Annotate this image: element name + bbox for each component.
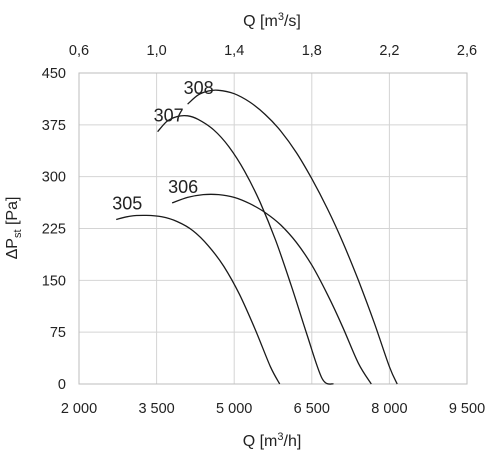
series-305-label: 305 xyxy=(112,194,142,214)
top-axis-title: Q [m3/s] xyxy=(243,11,301,30)
y-tick-label: 75 xyxy=(50,325,66,341)
y-tick-label: 450 xyxy=(42,66,66,82)
tick-layer: 0 75 150 225 300 375 450 2 000 3 500 5 000 6 500 8 … xyxy=(42,43,485,417)
x-top-tick-label: 1,0 xyxy=(147,43,167,59)
series-305-curve xyxy=(116,214,281,385)
x-top-tick-label: 0,6 xyxy=(69,43,89,59)
series-307-curve xyxy=(157,114,334,385)
x-bottom-tick-label: 5 000 xyxy=(216,401,252,417)
y-axis-title: ΔPst [Pa] xyxy=(4,197,24,260)
y-tick-label: 225 xyxy=(42,222,66,238)
series-306-curve xyxy=(171,193,372,385)
series-307-label: 307 xyxy=(154,106,184,126)
series-306-label: 306 xyxy=(168,177,198,197)
y-tick-label: 375 xyxy=(42,118,66,134)
x-top-tick-label: 1,4 xyxy=(224,43,244,59)
x-bottom-tick-label: 8 000 xyxy=(371,401,407,417)
grid-layer xyxy=(78,72,468,385)
series-308-curve xyxy=(187,89,398,385)
y-tick-label: 300 xyxy=(42,170,66,186)
bottom-axis-title: Q [m3/h] xyxy=(243,431,302,450)
y-tick-label: 0 xyxy=(58,377,66,393)
plot-frame xyxy=(78,72,468,385)
y-tick-label: 150 xyxy=(42,273,66,289)
x-top-tick-label: 1,8 xyxy=(302,43,322,59)
x-top-tick-label: 2,2 xyxy=(379,43,399,59)
series-308-label: 308 xyxy=(184,78,214,98)
x-bottom-tick-label: 9 500 xyxy=(449,401,485,417)
x-top-tick-label: 2,6 xyxy=(457,43,477,59)
x-bottom-tick-label: 3 500 xyxy=(138,401,174,417)
x-bottom-tick-label: 6 500 xyxy=(294,401,330,417)
x-bottom-tick-label: 2 000 xyxy=(61,401,97,417)
